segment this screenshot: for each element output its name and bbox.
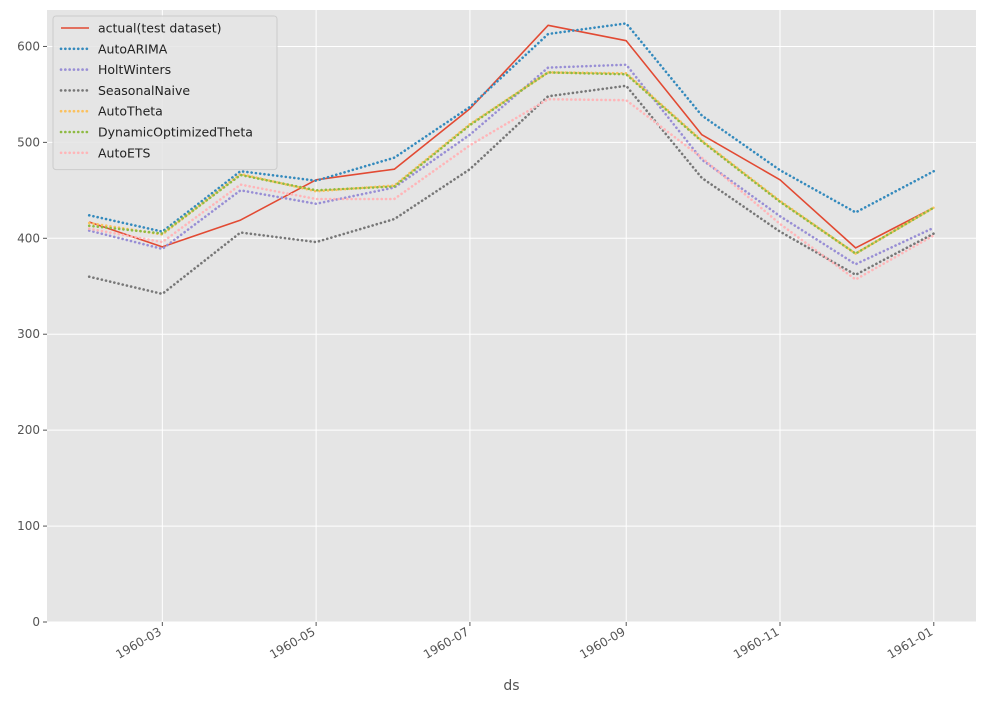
x-tick-label: 1960-07 [421, 624, 471, 661]
series-line-5 [87, 71, 936, 255]
legend-label: AutoETS [98, 145, 151, 160]
legend-label: SeasonalNaive [98, 83, 190, 98]
y-axis: 0 100 200 300 400 500 600 [17, 39, 47, 629]
y-tick-label: 0 [32, 615, 40, 629]
legend: actual(test dataset) AutoARIMA HoltWinters… [52, 15, 278, 171]
legend-label: actual(test dataset) [98, 21, 221, 36]
y-tick-label: 400 [17, 231, 40, 245]
x-axis: 1960-03 1960-05 1960-07 1960-09 1960-11 1961-… [113, 622, 935, 662]
x-tick-label: 1960-09 [577, 624, 627, 661]
y-tick-label: 600 [17, 39, 40, 53]
series-line-4 [87, 71, 936, 255]
series-line-6 [87, 97, 936, 281]
x-tick-label: 1961-01 [885, 624, 935, 661]
legend-label: DynamicOptimizedTheta [98, 125, 253, 140]
y-tick-label: 200 [17, 423, 40, 437]
legend-box [52, 15, 278, 171]
x-tick-label: 1960-11 [731, 624, 781, 661]
series-layer [87, 22, 936, 296]
series-line-3 [87, 84, 936, 296]
x-tick-label: 1960-03 [113, 624, 163, 661]
y-tick-label: 100 [17, 519, 40, 533]
legend-label: AutoTheta [98, 104, 163, 119]
x-tick-label: 1960-05 [267, 624, 317, 661]
series-line-1 [87, 22, 936, 233]
legend-label: HoltWinters [98, 62, 171, 77]
x-axis-label: ds [503, 678, 519, 694]
legend-label: AutoARIMA [98, 41, 168, 56]
y-tick-label: 300 [17, 327, 40, 341]
series-line-0 [88, 24, 935, 249]
series-line-2 [87, 63, 936, 266]
y-tick-label: 500 [17, 135, 40, 149]
